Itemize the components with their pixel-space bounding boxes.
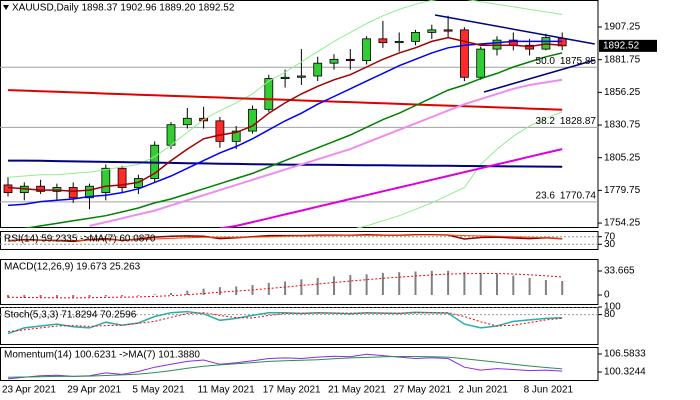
- candle-body: [264, 78, 274, 110]
- panel-plot: [0, 234, 598, 245]
- x-tick-label: 27 May 2021: [393, 385, 451, 396]
- candle-body: [182, 117, 192, 126]
- fib-price: 1770.74: [560, 191, 597, 202]
- line-series: [7, 310, 563, 335]
- line-series: [7, 36, 563, 193]
- y-tick-label: 30: [604, 239, 616, 250]
- x-tick-label: 17 May 2021: [263, 385, 321, 396]
- y-tick-label: 1754.25: [604, 218, 641, 229]
- y-tick-label: 100: [604, 302, 621, 313]
- candle-body: [68, 187, 78, 199]
- candle-body: [101, 167, 111, 194]
- y-tick-label: 1805.25: [604, 152, 641, 163]
- line-series: [89, 78, 563, 227]
- trendline: [434, 14, 595, 45]
- line-series: [219, 148, 563, 228]
- panel-plot: [0, 307, 598, 335]
- candle-body: [411, 32, 420, 42]
- candle-body: [394, 40, 404, 44]
- line-series: [7, 356, 563, 378]
- y-tick-label: 1856.25: [604, 87, 641, 98]
- panel-frame: [0, 231, 599, 250]
- candle-body: [378, 38, 388, 44]
- y-tick-label: 0: [604, 290, 610, 301]
- candle-body: [427, 29, 437, 33]
- trendline: [483, 59, 596, 93]
- fib-price: 1828.87: [560, 116, 597, 127]
- candle-body: [3, 184, 13, 194]
- y-tick-label: 1779.75: [604, 185, 641, 196]
- panel-header: XAUUSD,Daily 1898.37 1902.96 1889.20 189…: [12, 3, 235, 14]
- y-tick-label: 80: [604, 309, 616, 320]
- panel-header: RSI(14) 59.2335 ->MA(7) 60.0870: [4, 234, 156, 245]
- y-tick-label: 100.3244: [604, 367, 646, 378]
- line-series: [7, 0, 563, 178]
- candle-body: [36, 185, 45, 192]
- x-tick-label: 21 May 2021: [328, 385, 386, 396]
- y-tick-label: 70: [604, 231, 616, 242]
- x-tick-label: 8 Jun 2021: [524, 385, 574, 396]
- candle-body: [215, 120, 225, 142]
- panel-header: MACD(12,26,9) 19.673 25.263: [4, 262, 141, 273]
- candle-body: [329, 58, 339, 64]
- current-price-label: 1892.52: [603, 40, 640, 51]
- x-tick-label: 2 Jun 2021: [458, 385, 508, 396]
- candle-body: [231, 130, 241, 142]
- panel-frame: [0, 347, 599, 381]
- candle-body: [476, 48, 486, 78]
- y-tick-label: 1907.25: [604, 22, 641, 33]
- line-series: [7, 89, 563, 111]
- panel-plot: [0, 0, 598, 228]
- current-price-box: [599, 39, 657, 52]
- candle-body: [443, 29, 453, 32]
- y-tick-label: 1881.75: [604, 54, 641, 65]
- line-series: [7, 234, 563, 242]
- line-series: [7, 312, 563, 333]
- line-series: [7, 40, 563, 207]
- candle-body: [248, 108, 257, 132]
- candle-body: [85, 185, 94, 199]
- candle-body: [296, 75, 306, 78]
- x-tick-label: 5 May 2021: [132, 385, 185, 396]
- x-tick-label: 11 May 2021: [198, 385, 256, 396]
- fib-ratio: 23.6: [536, 191, 556, 202]
- line-series: [355, 111, 563, 228]
- candle-body: [117, 167, 127, 188]
- header-icon: [3, 5, 9, 10]
- candle-body: [345, 58, 355, 62]
- y-tick-label: 1830.75: [604, 120, 641, 131]
- candle-body: [280, 76, 290, 79]
- x-tick-label: 23 Apr 2021: [2, 385, 56, 396]
- line-series: [7, 234, 563, 243]
- y-tick-label: 33.665: [604, 266, 635, 277]
- panel-frame: [0, 259, 599, 305]
- candle-body: [459, 29, 469, 78]
- line-series: [24, 52, 563, 228]
- line-series: [7, 273, 563, 299]
- panel-plot: [7, 353, 563, 380]
- line-series: [7, 353, 563, 380]
- fib-ratio: 38.2: [536, 116, 556, 127]
- candle-body: [313, 62, 323, 77]
- candle-body: [166, 124, 176, 146]
- panel-plot: [7, 270, 564, 299]
- x-tick-label: 29 Apr 2021: [67, 385, 121, 396]
- candle-body: [362, 38, 372, 62]
- panel-header: Momentum(14) 100.6231 ->MA(7) 101.3880: [4, 350, 200, 361]
- panel-header: Stoch(5,3,3) 71.8294 70.2596: [4, 310, 137, 321]
- fib-price: 1875.85: [560, 56, 597, 67]
- fib-ratio: 50.0: [536, 56, 556, 67]
- y-tick-label: 106.5833: [604, 349, 646, 360]
- line-series: [8, 159, 563, 168]
